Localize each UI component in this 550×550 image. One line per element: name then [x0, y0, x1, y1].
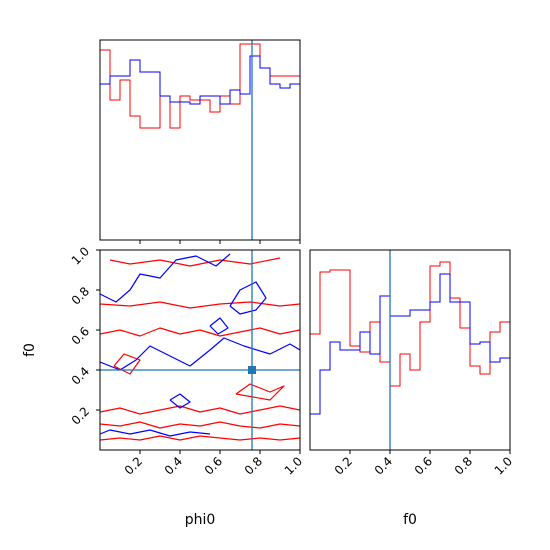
- joint-frame: [99, 249, 301, 451]
- contour-series-0-level-6: [113, 353, 141, 375]
- f0-marginal-xtick-label: 0.8: [452, 454, 475, 477]
- contour-series-0-level-7: [235, 383, 285, 401]
- joint-ytick-label: 0.4: [69, 364, 92, 387]
- joint-truth-marker: [248, 366, 256, 374]
- f0-marginal-series-0: [309, 261, 511, 450]
- joint-xtick-label: 0.6: [202, 454, 225, 477]
- joint-ytick-label: 1.0: [69, 244, 92, 267]
- contour-lines: [100, 253, 300, 441]
- contour-series-1-level-5: [209, 317, 229, 335]
- joint-xtick-label: 0.2: [122, 454, 145, 477]
- joint-xtick-label: 0.4: [162, 454, 185, 477]
- joint-ylabel: f0: [22, 343, 38, 357]
- contour-series-0-level-5: [109, 257, 281, 267]
- joint-ytick-label: 0.8: [69, 284, 92, 307]
- contour-series-0-level-4: [100, 301, 300, 309]
- contour-series-1-level-4: [169, 393, 191, 409]
- f0-marginal-xtick-label: 0.6: [412, 454, 435, 477]
- joint-ytick-label: 0.2: [69, 404, 92, 427]
- f0-marginal-frame: [309, 249, 511, 451]
- phi0-f0-contour-panel: [96, 249, 301, 454]
- joint-xlabel: phi0: [185, 512, 216, 528]
- contour-series-0-level-1: [100, 421, 300, 429]
- phi0-marginal-panel: [99, 39, 301, 244]
- contour-series-1-level-3: [229, 281, 267, 315]
- f0-marginal-xtick-label: 1.0: [492, 454, 515, 477]
- joint-xtick-label: 1.0: [282, 454, 305, 477]
- contour-series-0-level-2: [100, 405, 300, 415]
- f0-marginal-panel: [309, 249, 511, 454]
- contour-series-1-level-2: [100, 253, 231, 303]
- f0-marginal-xtick-label: 0.2: [332, 454, 355, 477]
- contour-series-1-level-1: [100, 337, 300, 371]
- phi0-marginal-frame: [99, 39, 301, 241]
- contour-series-0-level-3: [100, 327, 300, 337]
- tick-labels: 0.2 0.4 0.6 0.8 1.0 0.2 0.4 0.6 0.8 1.0 0.2 0.4 0.6 0…: [69, 244, 515, 477]
- joint-ytick-label: 0.6: [69, 324, 92, 347]
- contour-series-0-level-0: [100, 435, 300, 441]
- phi0-marginal-series-1: [99, 55, 301, 240]
- f0-marginal-xtick-label: 0.4: [372, 454, 395, 477]
- f0-marginal-xlabel: f0: [403, 512, 417, 528]
- f0-marginal-series-1: [309, 273, 511, 450]
- contour-series-1-level-0: [100, 429, 211, 437]
- joint-xtick-label: 0.8: [242, 454, 265, 477]
